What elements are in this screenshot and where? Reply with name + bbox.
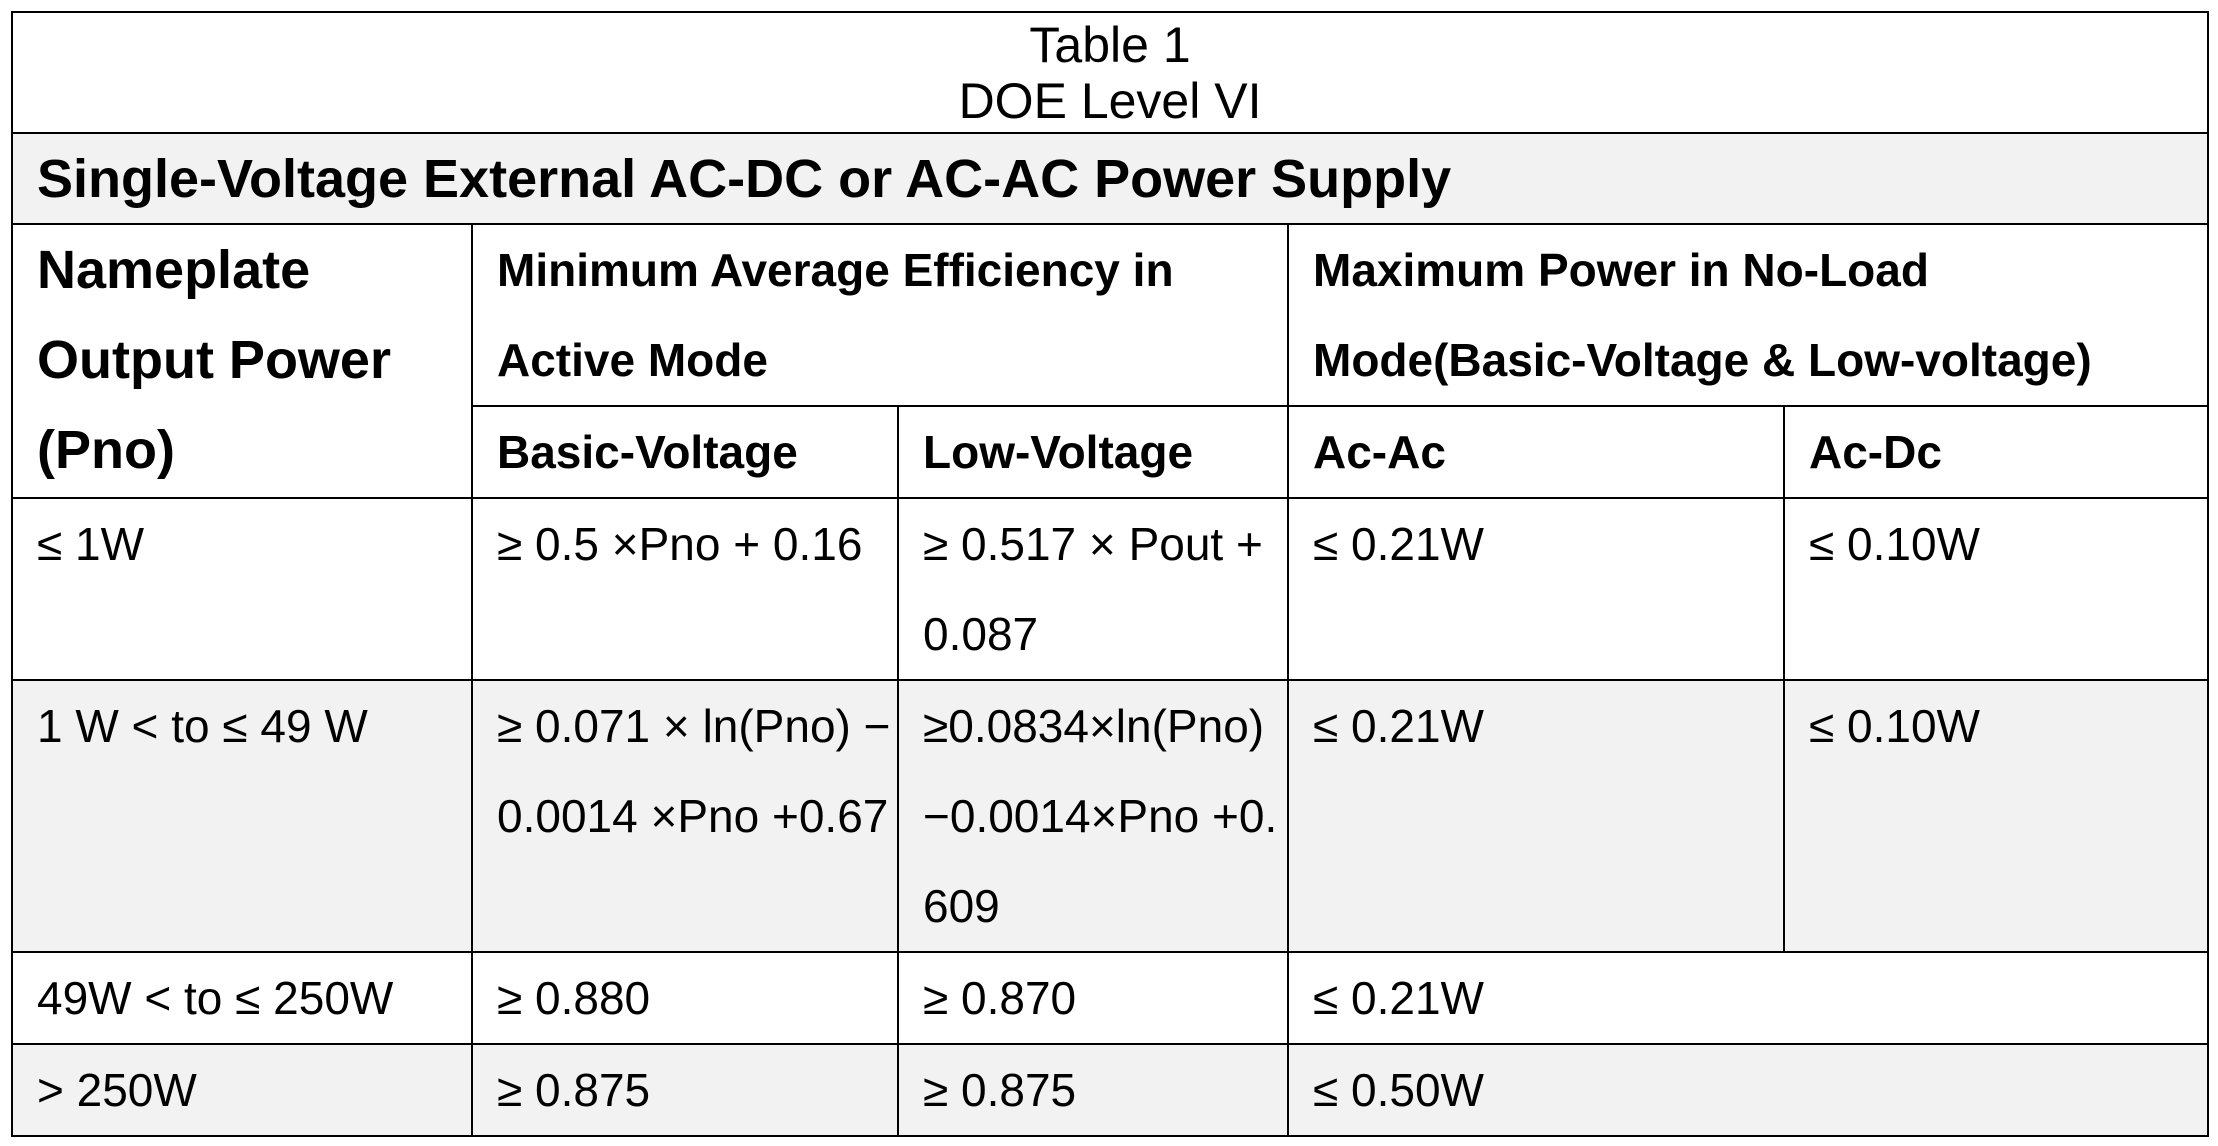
cell-ac-dc: ≤ 0.10W [1782,679,2210,953]
cell-ac-ac: ≤ 0.21W [1287,497,1785,681]
header-low-voltage: Low-Voltage [897,405,1289,499]
header-nameplate-output-power: Nameplate Output Power (Pno) [11,223,473,499]
cell-pno: ≤ 1W [11,497,473,681]
section-row: Single-Voltage External AC-DC or AC-AC P… [10,132,2210,225]
cell-pno: 1 W < to ≤ 49 W [11,679,473,953]
header-ac-dc: Ac-Dc [1782,405,2210,499]
cell-basic-voltage: ≥ 0.5 ×Pno + 0.16 [471,497,899,681]
cell-ac-ac: ≤ 0.21W [1287,679,1785,953]
doe-level-vi-table-wrapper: Table 1 DOE Level VI Single-Voltage Exte… [10,11,2210,1137]
cell-low-voltage: ≥ 0.870 [897,951,1289,1045]
cell-low-voltage: ≥ 0.875 [897,1043,1289,1137]
cell-pno: 49W < to ≤ 250W [11,951,473,1045]
table-row: 1 W < to ≤ 49 W ≥ 0.071 × ln(Pno) − 0.00… [11,679,2210,953]
table-caption: Table 1 DOE Level VI [10,11,2210,134]
cell-low-voltage: ≥ 0.517 × Pout + 0.087 [897,497,1289,681]
cell-basic-voltage: ≥ 0.880 [471,951,899,1045]
header-row-1: Nameplate Output Power (Pno) Minimum Ave… [11,223,2210,499]
section-heading: Single-Voltage External AC-DC or AC-AC P… [10,132,2210,225]
header-row-2: Basic-Voltage Low-Voltage Ac-Ac Ac-Dc [12,405,2210,499]
table-row: > 250W ≥ 0.875 ≥ 0.875 ≤ 0.50W [11,1043,2210,1137]
cell-basic-voltage: ≥ 0.071 × ln(Pno) − 0.0014 ×Pno +0.67 [471,679,899,953]
title-row: Table 1 DOE Level VI [10,11,2210,134]
table-number: Table 1 [1029,16,1191,73]
header-basic-voltage: Basic-Voltage [471,405,899,499]
header-min-average-efficiency: Minimum Average Efficiency in Active Mod… [471,223,1289,407]
cell-basic-voltage: ≥ 0.875 [471,1043,899,1137]
table-row: 49W < to ≤ 250W ≥ 0.880 ≥ 0.870 ≤ 0.21W [11,951,2210,1045]
header-max-power-no-load: Maximum Power in No-Load Mode(Basic-Volt… [1286,223,2210,407]
cell-ac-dc: ≤ 0.10W [1782,497,2210,681]
table-row: ≤ 1W ≥ 0.5 ×Pno + 0.16 ≥ 0.517 × Pout + … [11,497,2210,681]
cell-no-load-merged: ≤ 0.50W [1286,1043,2210,1137]
table-subtitle: DOE Level VI [958,72,1262,129]
cell-pno: > 250W [11,1043,473,1137]
header-ac-ac: Ac-Ac [1287,405,1785,499]
cell-no-load-merged: ≤ 0.21W [1286,951,2210,1045]
cell-low-voltage: ≥0.0834×ln(Pno)−0.0014×Pno +0.609 [897,679,1289,953]
doe-level-vi-table: Table 1 DOE Level VI Single-Voltage Exte… [10,11,2210,1137]
